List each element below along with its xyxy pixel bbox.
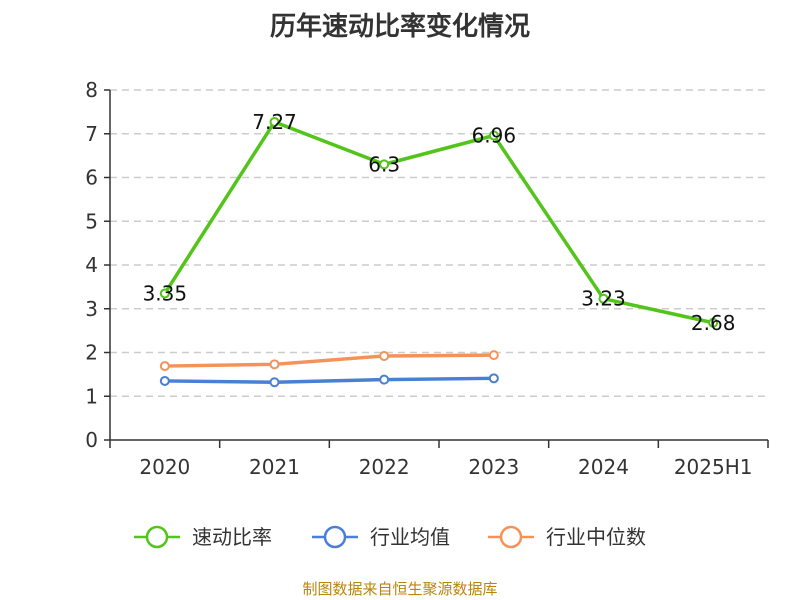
series-line-1 [164, 376, 494, 384]
legend-marker [145, 525, 169, 549]
data-label: 7.27 [252, 110, 297, 134]
data-label: 6.96 [472, 124, 517, 148]
data-point [269, 116, 280, 127]
data-point [159, 288, 170, 299]
x-tick-label: 2021 [249, 455, 300, 479]
legend-item: 行业均值 [312, 525, 450, 549]
data-point [379, 351, 390, 361]
y-tick-label: 6 [85, 166, 98, 190]
legend-label: 行业均值 [370, 525, 450, 549]
chart-title: 历年速动比率变化情况 [269, 12, 530, 42]
legend-item: 行业中位数 [488, 525, 646, 549]
series-line-0 [163, 120, 714, 325]
y-tick-label: 0 [85, 428, 98, 452]
source-note: 制图数据来自恒生聚源数据库 [302, 580, 498, 598]
data-point [269, 359, 280, 370]
data-label: 3.23 [581, 287, 626, 311]
series-layer [159, 116, 719, 388]
legend-marker [323, 525, 347, 549]
y-tick-label: 4 [85, 253, 98, 277]
data-label: 2.68 [691, 311, 736, 335]
legend-label: 行业中位数 [546, 525, 646, 549]
data-point [708, 317, 719, 328]
data-labels: 3.35 7.27 6.3 6.96 3.23 2.68 [143, 110, 736, 335]
data-point [488, 130, 499, 141]
x-tick-label: 2020 [139, 455, 190, 479]
data-point [159, 361, 170, 372]
x-tick-label: 2024 [578, 455, 629, 479]
legend-item: 速动比率 [134, 525, 272, 549]
data-point [159, 375, 170, 386]
y-tick-label: 5 [85, 209, 98, 233]
series-line-2 [164, 353, 494, 368]
grid [110, 89, 768, 397]
y-tick-label: 8 [85, 78, 98, 102]
data-point [379, 159, 390, 170]
x-tick-label: 2023 [468, 455, 519, 479]
x-tick-label: 2025H1 [674, 455, 753, 479]
data-point [488, 350, 499, 361]
data-point [379, 374, 390, 385]
data-label: 6.3 [368, 152, 400, 176]
legend: 速动比率 行业均值 行业中位数 [134, 525, 646, 549]
data-label: 3.35 [143, 281, 188, 305]
legend-label: 速动比率 [192, 525, 272, 549]
y-tick-label: 2 [85, 341, 98, 365]
data-point [488, 373, 499, 384]
data-point [598, 293, 609, 304]
x-tick-label: 2022 [359, 455, 410, 479]
axes: 0 1 2 3 4 5 6 7 8 2020 2021 2022 2023 2024 2025H1 [85, 78, 769, 479]
legend-marker [499, 525, 523, 549]
data-point [269, 377, 280, 388]
y-tick-label: 1 [85, 384, 98, 408]
y-tick-label: 7 [85, 122, 98, 146]
y-tick-label: 3 [85, 297, 98, 321]
